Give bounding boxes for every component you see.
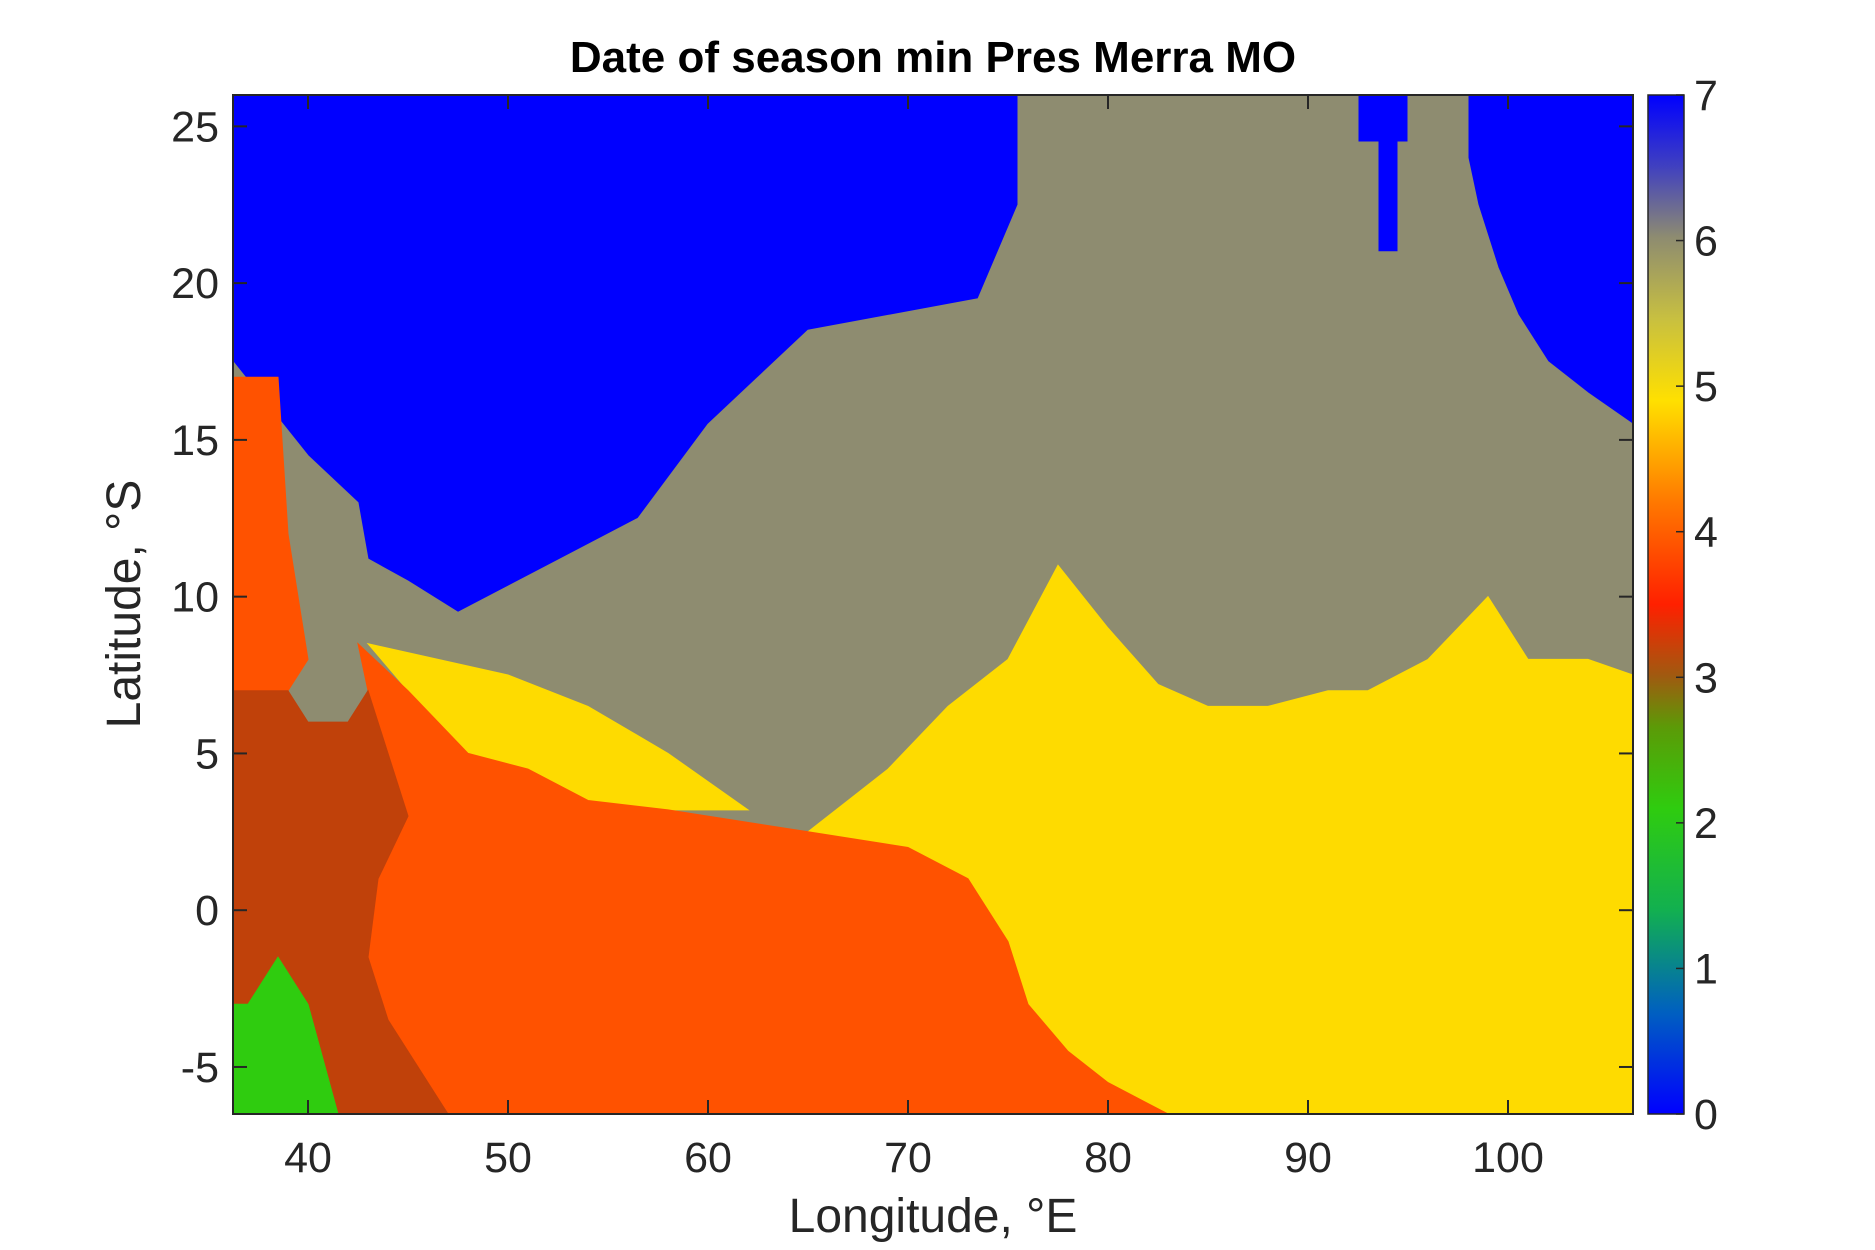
x-tick-label: 50: [484, 1134, 532, 1182]
plot-frame: [232, 94, 1634, 1115]
colorbar-tick-label: 3: [1694, 654, 1718, 702]
colorbar-gradient: [1647, 94, 1685, 1115]
y-tick-label: -5: [181, 1044, 219, 1092]
y-tick-label: 5: [195, 730, 219, 778]
y-tick-label: 15: [171, 417, 219, 465]
y-axis: -5 0 5 10 15 20 25: [171, 103, 1633, 1092]
colorbar-tick-label: 1: [1694, 945, 1718, 993]
colorbar-tick-label: 0: [1694, 1091, 1718, 1139]
colorbar-tick-label: 5: [1694, 363, 1718, 411]
heatmap-region-value-2-9: [233, 956, 339, 1114]
x-tick-label: 90: [1284, 1134, 1332, 1182]
plot-area: [233, 95, 1633, 1114]
regions-layer: [233, 95, 1633, 1114]
y-tick-label: 25: [171, 103, 219, 151]
x-tick-label: 100: [1472, 1134, 1544, 1182]
x-axis: 40 50 60 70 80 90 100: [284, 95, 1544, 1182]
x-axis-label: Longitude, °E: [789, 1190, 1078, 1243]
x-tick-label: 60: [684, 1134, 732, 1182]
chart-title: Date of season min Pres Merra MO: [570, 33, 1296, 82]
y-tick-label: 0: [195, 887, 219, 935]
colorbar-tick-label: 7: [1694, 72, 1718, 120]
x-tick-label: 70: [884, 1134, 932, 1182]
y-tick-label: 10: [171, 574, 219, 622]
colorbar-tick-label: 6: [1694, 218, 1718, 266]
colorbar-tick-label: 4: [1694, 509, 1718, 557]
x-tick-label: 40: [284, 1134, 332, 1182]
y-axis-label: Latitude, °S: [98, 480, 151, 729]
colorbar-ticks: 0 1 2 3 4 5 6 7: [1676, 72, 1718, 1139]
colorbar-tick-label: 2: [1694, 800, 1718, 848]
colorbar: 0 1 2 3 4 5 6 7: [1647, 72, 1718, 1139]
y-tick-label: 20: [171, 260, 219, 308]
x-tick-label: 80: [1084, 1134, 1132, 1182]
